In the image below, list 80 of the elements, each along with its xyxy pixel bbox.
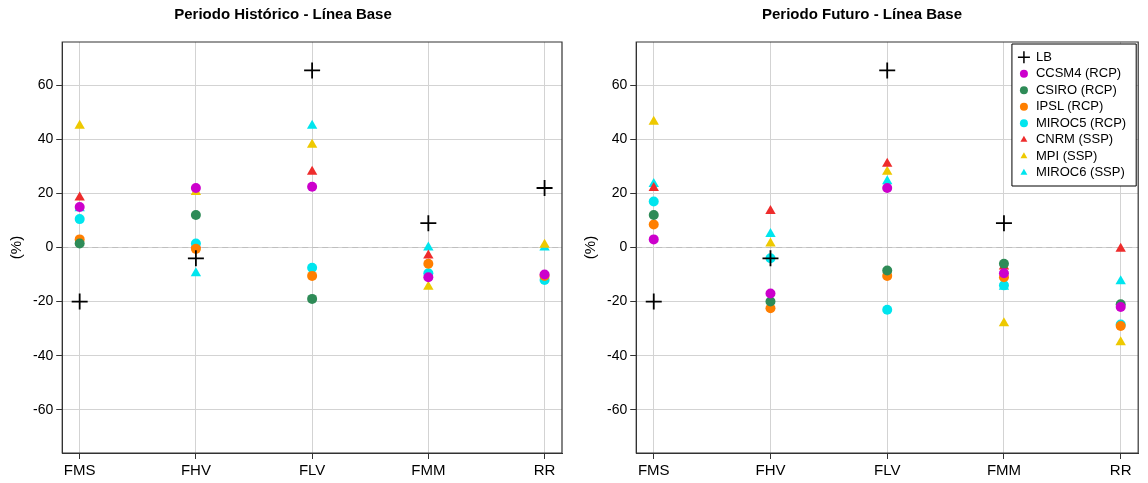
legend-label: MIROC6 (SSP) xyxy=(1035,164,1125,180)
point xyxy=(998,268,1009,279)
point xyxy=(74,119,85,129)
point xyxy=(648,234,659,245)
legend-label: LB xyxy=(1035,48,1052,64)
y-tick-label: -40 xyxy=(33,346,54,363)
point xyxy=(306,119,318,129)
legend-label: CNRM (SSP) xyxy=(1035,131,1114,147)
x-tick-label: FMM xyxy=(411,461,446,479)
point xyxy=(995,214,1013,233)
point xyxy=(74,214,85,225)
point xyxy=(882,183,893,194)
y-tick-label: -20 xyxy=(33,292,54,309)
y-tick-label: 20 xyxy=(611,184,628,201)
legend-label: CCSM4 (RCP) xyxy=(1035,65,1122,81)
point xyxy=(74,238,85,249)
point xyxy=(878,61,897,80)
y-tick-label: 0 xyxy=(619,238,628,255)
point xyxy=(765,288,776,299)
point xyxy=(423,258,434,269)
x-tick-label: FHV xyxy=(755,461,786,479)
y-tick-label: -60 xyxy=(33,400,54,417)
point xyxy=(648,115,659,125)
y-tick-label: 20 xyxy=(37,184,54,201)
point xyxy=(306,165,318,175)
y-tick-label: -40 xyxy=(607,346,628,363)
point xyxy=(419,214,438,233)
point xyxy=(1115,275,1126,285)
point xyxy=(644,292,663,311)
legend-label: CSIRO (RCP) xyxy=(1035,81,1117,97)
point xyxy=(307,293,318,304)
y-tick-label: 60 xyxy=(37,76,54,93)
point xyxy=(648,219,659,230)
point xyxy=(186,249,205,268)
point xyxy=(303,61,322,80)
x-tick-label: FLV xyxy=(874,461,901,479)
point xyxy=(765,227,776,237)
y-axis-title: (%) xyxy=(7,235,25,260)
y-tick-label: -20 xyxy=(607,292,628,309)
point xyxy=(882,165,893,175)
point xyxy=(70,292,89,311)
point xyxy=(648,182,659,192)
point xyxy=(1115,336,1126,346)
legend-label: MIROC5 (RCP) xyxy=(1035,114,1127,130)
point xyxy=(423,249,434,259)
y-axis-title: (%) xyxy=(581,235,599,260)
point xyxy=(882,157,893,167)
y-tick-label: 40 xyxy=(611,130,628,147)
x-tick-label: RR xyxy=(1109,461,1132,479)
point xyxy=(307,270,318,281)
x-tick-label: FHV xyxy=(180,461,211,479)
point xyxy=(307,181,318,192)
point xyxy=(423,272,434,283)
y-tick-label: 60 xyxy=(611,76,628,93)
point xyxy=(998,317,1010,327)
y-tick-label: 40 xyxy=(37,130,54,147)
chart-title: Periodo Futuro - Línea Base xyxy=(761,5,963,23)
point xyxy=(882,265,893,276)
point xyxy=(1115,242,1126,252)
point xyxy=(648,210,659,221)
point xyxy=(882,304,893,315)
x-tick-label: FLV xyxy=(298,461,326,479)
point xyxy=(648,196,659,207)
point xyxy=(423,241,434,251)
x-tick-label: FMS xyxy=(637,461,670,479)
y-tick-label: 0 xyxy=(45,238,54,255)
x-tick-label: FMM xyxy=(986,461,1022,479)
legend-label: MPI (SSP) xyxy=(1035,147,1098,163)
point xyxy=(761,249,780,268)
point xyxy=(190,210,201,221)
point xyxy=(535,179,554,197)
point xyxy=(765,237,776,247)
point xyxy=(765,205,776,214)
chart-title: Periodo Histórico - Línea Base xyxy=(174,5,392,23)
point xyxy=(190,267,202,277)
legend-label: IPSL (RCP) xyxy=(1035,98,1104,114)
x-tick-label: RR xyxy=(533,461,556,479)
x-tick-label: FMS xyxy=(63,461,96,479)
y-tick-label: -60 xyxy=(607,400,628,417)
point xyxy=(306,138,318,148)
